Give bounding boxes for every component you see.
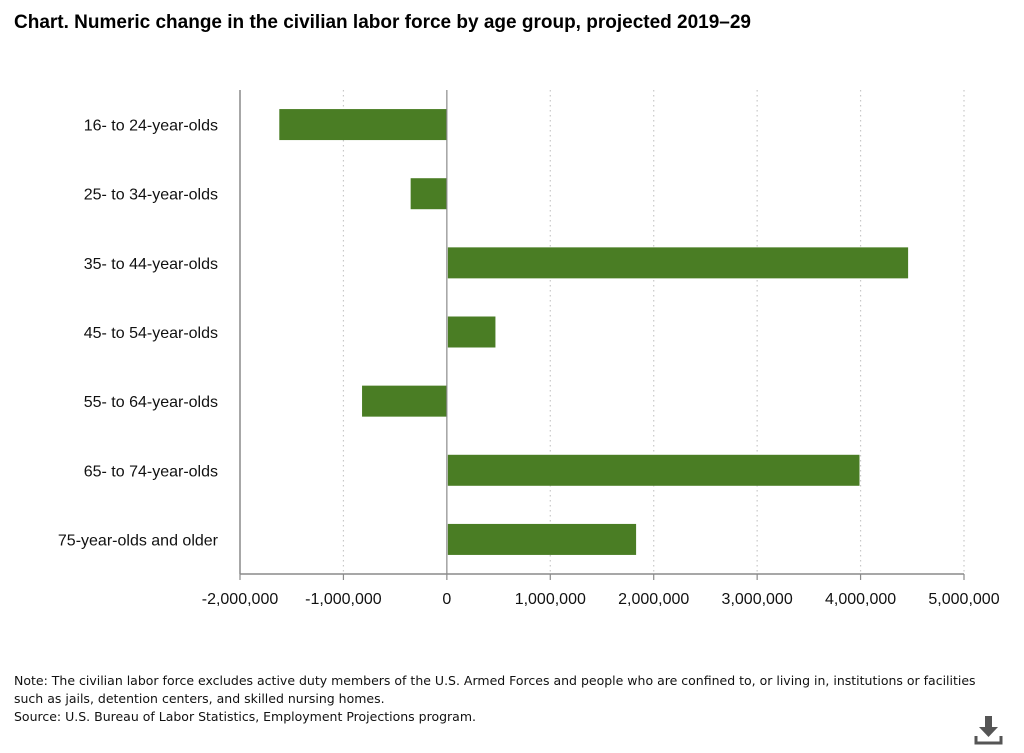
bar-chart: 16- to 24-year-olds 25- to 34-year-olds 35…: [58, 90, 1000, 608]
chart-notes: Note: The civilian labor force excludes …: [14, 672, 1004, 726]
chart-title: Chart. Numeric change in the civilian la…: [14, 12, 752, 33]
category-label: 45- to 54-year-olds: [84, 325, 218, 342]
download-icon: [974, 716, 1003, 745]
bars: [279, 109, 909, 555]
category-label: 25- to 34-year-olds: [84, 187, 218, 204]
x-tick-label: 2,000,000: [618, 591, 689, 608]
x-tick-label: -1,000,000: [305, 591, 382, 608]
bar: [410, 178, 447, 210]
category-labels: 16- to 24-year-olds 25- to 34-year-olds 35…: [58, 118, 219, 550]
bar: [447, 316, 496, 348]
bar: [447, 454, 860, 486]
tick-labels: -2,000,000 -1,000,000 0 1,000,000 2,000,000 3…: [202, 591, 1000, 608]
bar: [362, 385, 447, 417]
x-tick-label: 4,000,000: [825, 591, 896, 608]
x-tick-label: 0: [442, 591, 451, 608]
gridlines: [342, 90, 965, 574]
bar: [279, 109, 447, 141]
note-text: Note: The civilian labor force excludes …: [14, 673, 976, 706]
axes: [239, 90, 965, 580]
bar: [447, 247, 909, 279]
x-tick-label: 5,000,000: [928, 591, 999, 608]
category-label: 16- to 24-year-olds: [84, 118, 218, 135]
x-tick-label: 3,000,000: [722, 591, 793, 608]
category-label: 35- to 44-year-olds: [84, 256, 218, 273]
category-label: 65- to 74-year-olds: [84, 463, 218, 480]
x-tick-label: -2,000,000: [202, 591, 279, 608]
category-label: 55- to 64-year-olds: [84, 394, 218, 411]
download-button[interactable]: [972, 712, 1008, 748]
bar: [447, 523, 637, 555]
category-label: 75-year-olds and older: [58, 532, 219, 549]
x-tick-label: 1,000,000: [515, 591, 586, 608]
source-text: Source: U.S. Bureau of Labor Statistics,…: [14, 709, 476, 724]
